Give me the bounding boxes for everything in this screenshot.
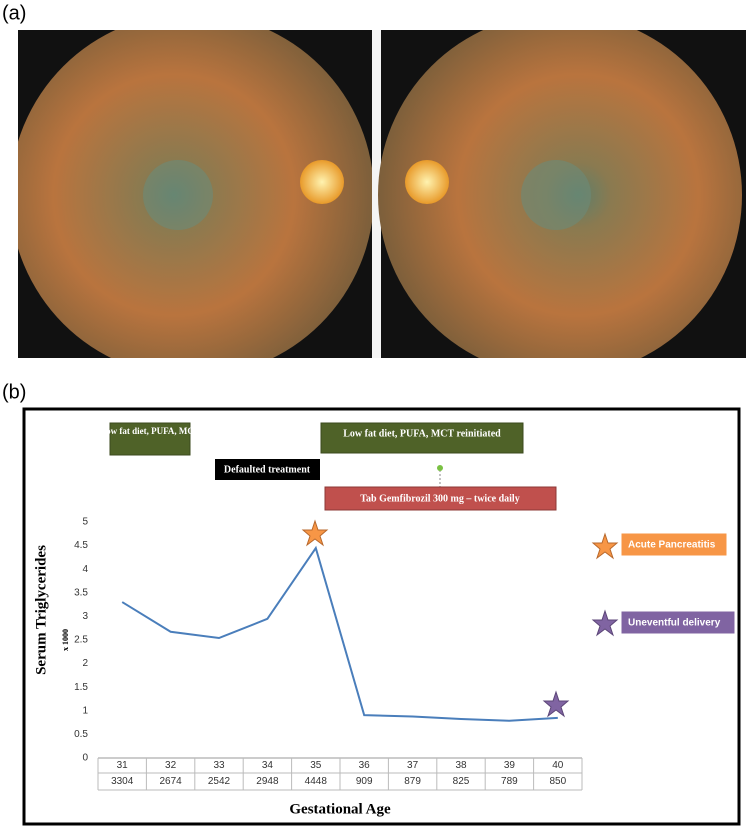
y-tick-label: 3 [82, 611, 88, 622]
legend-star [591, 609, 619, 637]
value-label: 3304 [111, 776, 134, 787]
y-tick-label: 0.5 [74, 729, 88, 740]
x-tick-label: 37 [407, 760, 419, 771]
y-tick-label: 0 [82, 753, 88, 764]
value-label: 850 [549, 776, 566, 787]
x-tick-label: 32 [165, 760, 177, 771]
x-tick-label: 33 [213, 760, 225, 771]
panel-label: (b) [2, 381, 26, 403]
fundus-photos [18, 30, 746, 358]
y-tick-label: 3.5 [74, 587, 88, 598]
value-label: 4448 [305, 776, 328, 787]
legend-star [591, 532, 619, 560]
value-label: 909 [356, 776, 373, 787]
y-tick-label: 4 [82, 564, 88, 575]
panel-label: (a) [2, 2, 26, 24]
annotation-box [324, 486, 557, 511]
y-tick-label: 4.5 [74, 540, 88, 551]
y-tick-label: 1.5 [74, 682, 88, 693]
annotation: Tab Gemfibrozil 300 mg – twice daily [360, 493, 519, 504]
value-label: 2542 [208, 776, 231, 787]
legend-box [620, 532, 728, 557]
event-star [301, 519, 329, 547]
x-tick-label: 31 [117, 760, 129, 771]
value-label: 879 [404, 776, 421, 787]
x-axis-title: Gestational Age [289, 801, 391, 817]
legend-label: Uneventful delivery [628, 618, 721, 629]
value-label: 2674 [159, 776, 182, 787]
value-label: 2948 [256, 776, 279, 787]
x-tick-label: 38 [455, 760, 467, 771]
event-star [542, 690, 570, 718]
legend-box [620, 610, 736, 635]
annotation-box [320, 422, 524, 454]
y-tick-label: 2.5 [74, 635, 88, 646]
y-unit-label: x 1000 [61, 629, 70, 651]
x-tick-label: 34 [262, 760, 274, 771]
series-line [121, 545, 558, 722]
annotation: Low fat diet, PUFA, MCT reinitiated [343, 428, 501, 439]
y-tick-label: 5 [82, 517, 88, 528]
x-tick-label: 40 [552, 760, 564, 771]
annotation-box [215, 459, 320, 480]
value-label: 789 [501, 776, 518, 787]
y-tick-label: 1 [82, 705, 88, 716]
y-axis-title: Serum Triglycerides [33, 545, 49, 675]
x-tick-label: 39 [504, 760, 516, 771]
annotation: Defaulted treatment [224, 464, 311, 475]
annotation-box [109, 422, 191, 456]
chart-frame [22, 407, 741, 826]
value-label: 825 [453, 776, 470, 787]
annotation: Low fat diet, PUFA, MCT [100, 426, 200, 436]
x-tick-label: 35 [310, 760, 322, 771]
x-tick-label: 36 [359, 760, 371, 771]
y-tick-label: 2 [82, 658, 88, 669]
legend-label: Acute Pancreatitis [628, 540, 716, 551]
